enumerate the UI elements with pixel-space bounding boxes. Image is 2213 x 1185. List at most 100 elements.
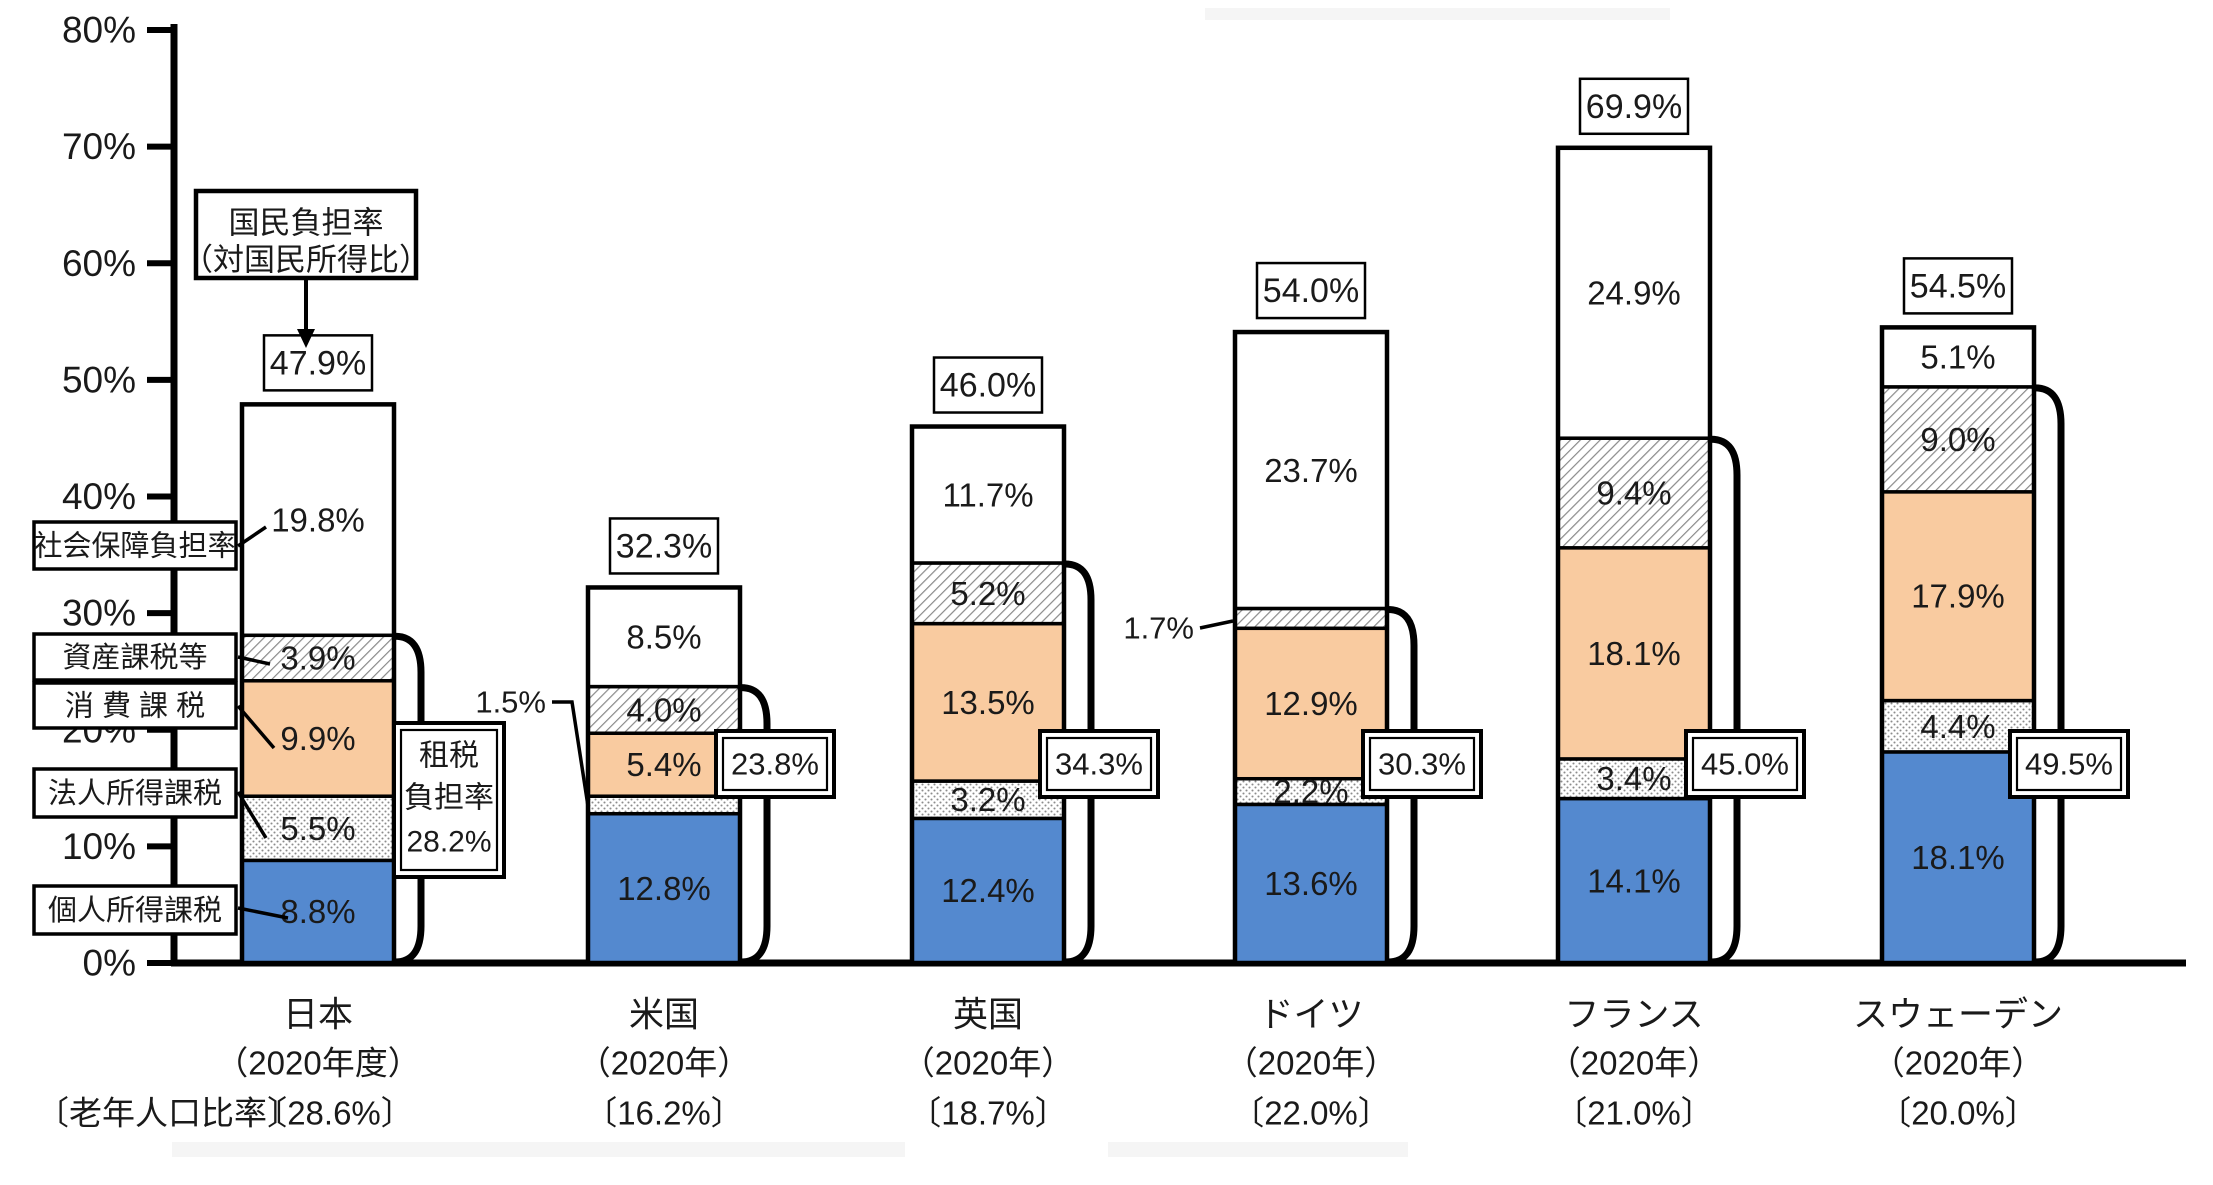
tax-burden-value: 28.2% [406, 826, 491, 859]
country-year-label: （2020年） [902, 1045, 1074, 1082]
country-year-label: （2020年） [1872, 1045, 2044, 1082]
tax-burden-box-inner [721, 736, 829, 792]
annotation-line1: 国民負担率 [229, 206, 384, 241]
cropped-content-fragment [1205, 8, 1670, 20]
bar-group-sweden: 18.1% 4.4% 17.9% 9.0% 5.1% 54.5% 49.5% スウェーデン （2… [1853, 257, 2130, 1132]
segment-value-label: 14.1% [1587, 862, 1681, 899]
segment-value-label: 23.7% [1264, 452, 1358, 489]
tax-burden-box-outer [392, 721, 506, 879]
segment-value-label: 24.9% [1587, 274, 1681, 311]
y-tick-label: 50% [62, 359, 136, 400]
segment-value-label: 8.5% [626, 619, 701, 656]
y-tick-label: 40% [62, 476, 136, 517]
segment-value-label: 19.8% [271, 501, 365, 538]
bar-outline [239, 402, 397, 966]
tax-burden-box-inner [1045, 736, 1153, 792]
tax-burden-box-inner [1691, 736, 1799, 792]
segment-value-label: 5.1% [1920, 339, 1995, 376]
segment-value-label: 12.9% [1264, 685, 1358, 722]
total-label-box [1902, 257, 2014, 315]
segment-value-label: 2.2% [1273, 773, 1348, 810]
series-label-leader-line [237, 906, 289, 920]
elderly-ratio-value: 〔18.7%〕 [908, 1095, 1068, 1132]
elderly-ratio-value: 〔21.0%〕 [1554, 1095, 1714, 1132]
series-label-leader-line [236, 704, 276, 750]
y-axis: 0%10%20%30%40%50%60%70%80% [62, 10, 178, 984]
total-label-box [1255, 261, 1367, 320]
tax-burden-value: 49.5% [2025, 747, 2113, 782]
segment-social-security [1880, 325, 2036, 389]
segment-value-label: 3.4% [1596, 760, 1671, 797]
tax-burden-bracket [737, 684, 771, 966]
total-label: 54.5% [1910, 267, 2006, 305]
segment-value-label: 12.4% [941, 872, 1035, 909]
segment-value-label: 4.4% [1920, 708, 1995, 745]
y-tick-label: 70% [62, 126, 136, 167]
cropped-content-fragment [172, 1142, 905, 1157]
segment-value-label: 11.7% [942, 476, 1033, 513]
country-label: ドイツ [1258, 996, 1363, 1035]
annotation-line2: （対国民所得比） [182, 243, 430, 278]
bar-group-germany: 13.6% 2.2% 12.9% 23.7% 54.0% 30.3% 1.7% ドイツ （202… [1123, 261, 1483, 1132]
tax-burden-box-inner [399, 728, 499, 872]
series-label-leader-line [236, 791, 268, 839]
annotation-arrow-head [297, 329, 315, 348]
segment-value-label: 13.5% [941, 684, 1035, 721]
tax-burden-box-inner [1368, 736, 1476, 792]
total-label: 47.9% [270, 344, 366, 382]
tax-burden-bracket [2031, 384, 2065, 966]
segment-value-label: 5.5% [280, 810, 355, 847]
total-label-box [932, 356, 1044, 414]
total-label-box [262, 334, 374, 392]
elderly-ratio-value: 〔20.0%〕 [1878, 1095, 2038, 1132]
y-tick-label: 60% [62, 243, 136, 284]
bar-group-usa: 12.8% 5.4% 4.0% 8.5% 32.3% 23.8% 1.5% 米国 （2020年）… [475, 517, 836, 1132]
elderly-ratio-value: 〔22.0%〕 [1231, 1095, 1391, 1132]
segment-value-label: 13.6% [1264, 865, 1358, 902]
tax-burden-value: 23.8% [731, 747, 819, 782]
country-label: 英国 [953, 996, 1023, 1035]
series-label-text: 消 費 課 税 [65, 690, 205, 723]
outside-segment-label: 1.5% [475, 685, 546, 720]
bar-group-uk: 12.4% 3.2% 13.5% 5.2% 11.7% 46.0% 34.3% 英国 （2020… [902, 356, 1160, 1132]
tax-burden-box-inner [2015, 736, 2123, 792]
series-label-leader-line [237, 525, 267, 548]
cropped-content-fragment [1108, 1142, 1408, 1157]
national-burden-annotation: 国民負担率（対国民所得比） [182, 188, 430, 348]
segment-property-tax-etc [1233, 606, 1389, 631]
segment-value-label: 4.0% [626, 691, 701, 728]
segment-value-label: 12.8% [617, 870, 711, 907]
country-year-label: （2020年） [1548, 1045, 1720, 1082]
segment-value-label: 5.2% [950, 575, 1025, 612]
country-year-label: （2020年） [578, 1045, 750, 1082]
segment-personal-income-tax [1233, 802, 1389, 965]
tax-burden-box-outer [1684, 729, 1806, 799]
segment-social-security [1233, 330, 1389, 611]
tax-burden-value: 30.3% [1378, 747, 1466, 782]
country-label: スウェーデン [1853, 996, 2063, 1035]
segment-personal-income-tax [586, 811, 742, 965]
bar-group-france: 14.1% 3.4% 18.1% 9.4% 24.9% 69.9% 45.0% フランス （20… [1548, 77, 1806, 1132]
country-year-label: （2020年） [1225, 1045, 1397, 1082]
outside-segment-label: 1.7% [1123, 611, 1194, 646]
series-label-box-consumption-tax [32, 681, 238, 730]
total-label-box [1578, 77, 1690, 136]
outside-label-connector [552, 700, 590, 807]
tax-burden-box-outer [714, 729, 836, 799]
segment-value-label: 9.4% [1596, 475, 1671, 512]
segment-value-label: 8.8% [280, 893, 355, 930]
segment-value-label: 9.0% [1920, 421, 1995, 458]
y-tick-label: 10% [62, 826, 136, 867]
segment-personal-income-tax [910, 816, 1066, 965]
elderly-ratio-prefix: 〔老年人口比率〕 [36, 1095, 300, 1132]
tax-burden-value: 34.3% [1055, 747, 1143, 782]
segment-social-security [1556, 146, 1712, 440]
tax-burden-value: 45.0% [1701, 747, 1789, 782]
series-label-text: 法人所得課税 [48, 777, 222, 810]
segment-value-label: 3.9% [280, 640, 355, 677]
bar-outline [909, 424, 1067, 966]
